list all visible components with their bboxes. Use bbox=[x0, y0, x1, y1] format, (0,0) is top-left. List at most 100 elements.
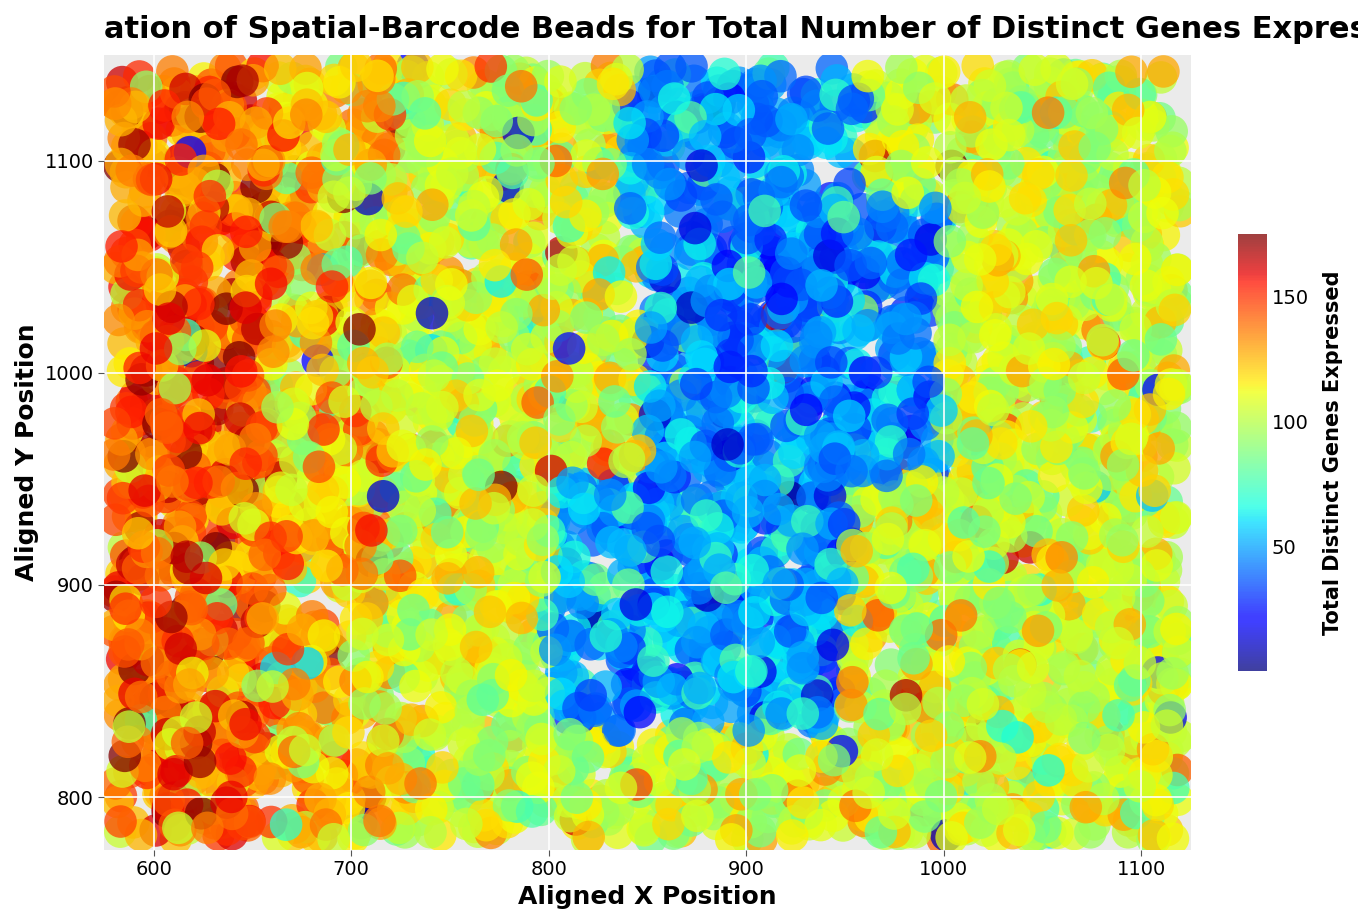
Point bbox=[788, 596, 809, 611]
Point bbox=[751, 598, 773, 613]
Point bbox=[1118, 813, 1139, 828]
Point bbox=[115, 593, 137, 608]
Point bbox=[189, 420, 210, 435]
Point bbox=[420, 727, 441, 742]
Point bbox=[663, 826, 684, 841]
Point bbox=[1128, 779, 1150, 794]
Point bbox=[115, 401, 137, 416]
Point bbox=[425, 167, 447, 182]
Point bbox=[703, 456, 725, 471]
Point bbox=[337, 710, 359, 724]
Point bbox=[751, 208, 773, 223]
Point bbox=[196, 219, 217, 234]
Point bbox=[851, 260, 873, 274]
Point bbox=[246, 288, 268, 303]
Point bbox=[488, 298, 509, 313]
Point bbox=[1116, 435, 1138, 450]
Point bbox=[392, 301, 414, 316]
Point bbox=[361, 428, 383, 443]
Point bbox=[784, 140, 805, 155]
Point bbox=[1156, 563, 1177, 578]
Point bbox=[158, 360, 179, 375]
Point bbox=[559, 629, 581, 644]
Point bbox=[528, 513, 550, 528]
Point bbox=[979, 385, 1001, 400]
Point bbox=[231, 804, 253, 819]
Point bbox=[1001, 790, 1023, 805]
Point bbox=[310, 106, 331, 121]
Point bbox=[239, 633, 261, 648]
Point bbox=[762, 60, 784, 75]
Point bbox=[857, 318, 879, 333]
Point bbox=[433, 779, 455, 794]
Point bbox=[1131, 553, 1153, 568]
Point bbox=[1093, 382, 1115, 396]
Point bbox=[706, 154, 728, 169]
Point bbox=[705, 102, 727, 116]
Point bbox=[338, 466, 360, 480]
Point bbox=[481, 107, 502, 122]
Point bbox=[737, 505, 759, 519]
Point bbox=[440, 567, 462, 582]
Point bbox=[972, 383, 994, 397]
Point bbox=[960, 732, 982, 747]
Point bbox=[162, 668, 183, 683]
Point bbox=[792, 776, 813, 791]
Point bbox=[891, 86, 913, 101]
Point bbox=[1084, 140, 1105, 155]
Point bbox=[482, 453, 504, 468]
Point bbox=[1084, 564, 1105, 578]
Point bbox=[706, 76, 728, 91]
Point bbox=[213, 557, 235, 572]
Point bbox=[748, 222, 770, 237]
Point bbox=[1040, 418, 1062, 432]
Point bbox=[435, 235, 456, 249]
Point bbox=[175, 81, 197, 96]
Point bbox=[189, 295, 210, 310]
Point bbox=[1086, 322, 1108, 337]
Point bbox=[986, 96, 1008, 111]
Point bbox=[109, 677, 130, 692]
Point bbox=[815, 119, 837, 134]
Point bbox=[1025, 334, 1047, 348]
Point bbox=[822, 61, 843, 76]
Point bbox=[179, 478, 201, 492]
Point bbox=[640, 460, 661, 475]
Point bbox=[420, 472, 441, 487]
Point bbox=[751, 570, 773, 585]
Point bbox=[815, 116, 837, 131]
Point bbox=[300, 753, 322, 768]
Point bbox=[725, 739, 747, 754]
Point bbox=[179, 600, 201, 614]
Point bbox=[564, 550, 585, 565]
Point bbox=[1051, 90, 1073, 104]
Point bbox=[834, 269, 856, 284]
Point bbox=[727, 491, 748, 505]
Point bbox=[974, 524, 995, 539]
Point bbox=[360, 523, 382, 538]
Point bbox=[489, 468, 511, 482]
Point bbox=[496, 212, 517, 226]
Point bbox=[619, 346, 641, 361]
Point bbox=[289, 694, 311, 709]
Point bbox=[617, 62, 638, 77]
Point bbox=[782, 105, 804, 120]
Point bbox=[627, 204, 649, 219]
Point bbox=[330, 60, 352, 75]
Point bbox=[1095, 367, 1116, 382]
Point bbox=[1035, 410, 1057, 425]
Point bbox=[466, 425, 488, 440]
Point bbox=[539, 189, 561, 204]
Point bbox=[629, 514, 650, 529]
Point bbox=[399, 443, 421, 457]
Point bbox=[1123, 673, 1145, 687]
Point bbox=[676, 410, 698, 425]
Point bbox=[136, 396, 158, 411]
Point bbox=[421, 434, 443, 449]
Point bbox=[770, 175, 792, 189]
Point bbox=[292, 622, 314, 637]
Point bbox=[300, 180, 322, 195]
Point bbox=[310, 792, 331, 807]
Point bbox=[1061, 289, 1082, 304]
Point bbox=[502, 483, 524, 498]
